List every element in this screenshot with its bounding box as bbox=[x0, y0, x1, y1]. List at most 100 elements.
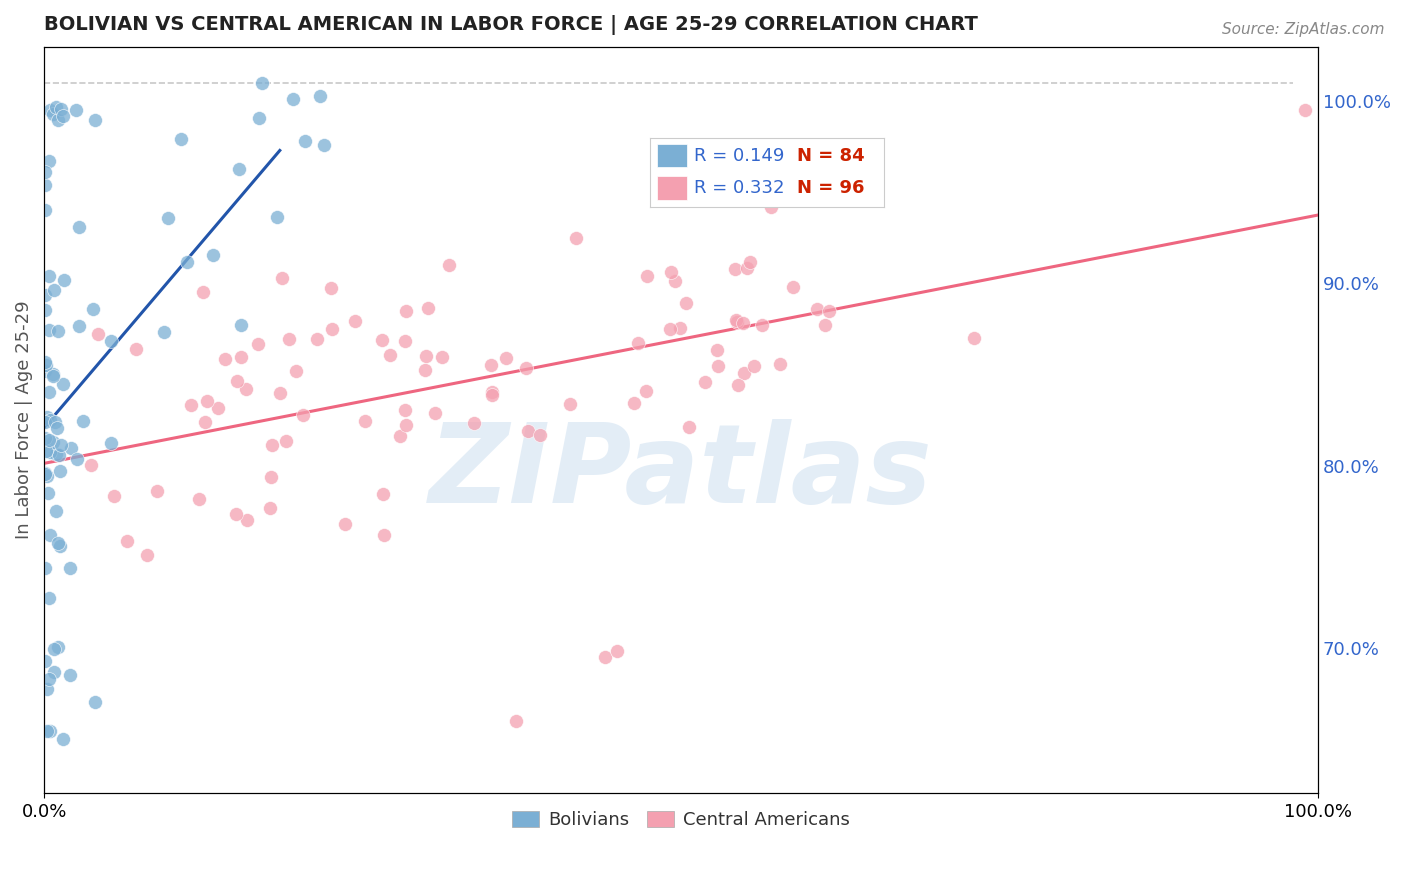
Point bbox=[37, 724, 59, 739]
Point bbox=[225, 507, 247, 521]
Text: Source: ZipAtlas.com: Source: ZipAtlas.com bbox=[1222, 22, 1385, 37]
Point bbox=[413, 362, 436, 376]
Point bbox=[249, 111, 271, 125]
Point bbox=[34, 560, 56, 574]
Point bbox=[49, 464, 72, 478]
Point bbox=[291, 408, 314, 422]
Text: BOLIVIAN VS CENTRAL AMERICAN IN LABOR FORCE | AGE 25-29 CORRELATION CHART: BOLIVIAN VS CENTRAL AMERICAN IN LABOR FO… bbox=[44, 15, 979, 35]
Point bbox=[45, 447, 67, 461]
Point bbox=[37, 469, 59, 483]
Point bbox=[35, 358, 58, 372]
Point bbox=[371, 334, 394, 348]
Point bbox=[38, 268, 60, 283]
Point bbox=[72, 415, 94, 429]
Point bbox=[269, 386, 291, 401]
Point bbox=[395, 304, 418, 318]
Point bbox=[664, 274, 686, 288]
Point bbox=[415, 349, 437, 363]
Point bbox=[814, 318, 837, 332]
Point bbox=[707, 359, 730, 374]
Point bbox=[678, 420, 700, 434]
Point bbox=[34, 364, 56, 378]
Point bbox=[636, 384, 658, 399]
Point bbox=[740, 255, 762, 269]
Point bbox=[38, 591, 60, 605]
Point bbox=[731, 316, 754, 330]
Point bbox=[560, 396, 582, 410]
Point bbox=[67, 319, 90, 334]
Point bbox=[226, 375, 249, 389]
Point bbox=[207, 401, 229, 415]
Point bbox=[565, 231, 588, 245]
Point bbox=[53, 272, 76, 286]
Point bbox=[84, 112, 107, 127]
Point bbox=[58, 668, 80, 682]
Point bbox=[38, 154, 60, 169]
Point bbox=[727, 377, 749, 392]
Point bbox=[627, 335, 650, 350]
Point bbox=[44, 415, 66, 429]
Point bbox=[46, 536, 69, 550]
Point bbox=[38, 433, 60, 447]
Point bbox=[333, 516, 356, 531]
Point bbox=[321, 322, 343, 336]
Y-axis label: In Labor Force | Age 25-29: In Labor Force | Age 25-29 bbox=[15, 301, 32, 540]
Point bbox=[34, 165, 56, 179]
Point bbox=[82, 302, 104, 317]
Point bbox=[515, 361, 537, 376]
Point bbox=[481, 388, 503, 402]
Point bbox=[193, 285, 215, 300]
Point bbox=[229, 350, 252, 364]
Point bbox=[505, 714, 527, 728]
Point bbox=[815, 171, 838, 186]
Point bbox=[156, 211, 179, 225]
FancyBboxPatch shape bbox=[657, 177, 688, 200]
Point bbox=[236, 513, 259, 527]
Point bbox=[463, 416, 485, 430]
Point bbox=[725, 315, 748, 329]
Point bbox=[65, 103, 87, 118]
Text: ZIPatlas: ZIPatlas bbox=[429, 418, 934, 525]
Point bbox=[34, 203, 56, 218]
Point bbox=[125, 342, 148, 356]
Point bbox=[724, 313, 747, 327]
Point bbox=[66, 452, 89, 467]
Point bbox=[35, 443, 58, 458]
Point bbox=[343, 314, 366, 328]
Point bbox=[416, 301, 439, 315]
Point bbox=[481, 385, 503, 400]
Point bbox=[87, 327, 110, 342]
Point bbox=[495, 351, 517, 365]
Point bbox=[228, 162, 250, 177]
Point bbox=[229, 318, 252, 332]
FancyBboxPatch shape bbox=[657, 145, 688, 168]
Point bbox=[259, 500, 281, 515]
Point bbox=[733, 366, 755, 380]
Text: N = 96: N = 96 bbox=[797, 179, 865, 197]
Point bbox=[34, 431, 56, 445]
Point bbox=[194, 415, 217, 429]
Point bbox=[176, 255, 198, 269]
Point bbox=[42, 435, 65, 450]
Point bbox=[314, 138, 336, 153]
Point bbox=[59, 442, 82, 456]
Point bbox=[34, 467, 56, 481]
Point bbox=[67, 219, 90, 234]
Point bbox=[751, 318, 773, 333]
Point bbox=[46, 421, 69, 435]
Point bbox=[52, 376, 75, 391]
Point bbox=[42, 107, 65, 121]
Point bbox=[38, 384, 60, 399]
Point bbox=[39, 103, 62, 118]
Point bbox=[735, 260, 758, 275]
Point bbox=[180, 397, 202, 411]
Point bbox=[695, 375, 717, 389]
Point bbox=[266, 210, 288, 224]
Point bbox=[39, 413, 62, 427]
Point bbox=[425, 406, 447, 420]
Point bbox=[34, 288, 56, 302]
Point bbox=[37, 485, 59, 500]
Point bbox=[606, 644, 628, 658]
Point bbox=[49, 102, 72, 116]
Point bbox=[430, 351, 453, 365]
